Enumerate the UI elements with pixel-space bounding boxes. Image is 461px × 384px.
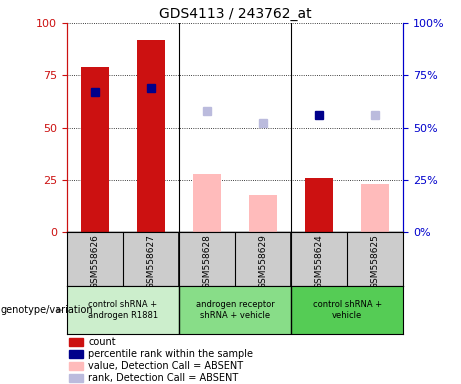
Text: control shRNA +
androgen R1881: control shRNA + androgen R1881 [88,300,158,320]
Bar [69,338,83,346]
Text: GSM558629: GSM558629 [259,234,268,289]
Text: GSM558626: GSM558626 [90,234,100,289]
Text: GSM558624: GSM558624 [315,234,324,289]
Bar [193,174,221,232]
Text: GSM558625: GSM558625 [371,234,380,289]
Text: GSM558628: GSM558628 [202,234,212,289]
Bar [69,374,83,382]
Bar [361,184,390,232]
Text: rank, Detection Call = ABSENT: rank, Detection Call = ABSENT [89,373,239,383]
Title: GDS4113 / 243762_at: GDS4113 / 243762_at [159,7,312,21]
Bar [67,286,179,334]
Bar [69,362,83,370]
Bar [179,286,291,334]
Text: percentile rank within the sample: percentile rank within the sample [89,349,254,359]
Bar [81,67,109,232]
Text: count: count [89,337,116,347]
Text: androgen receptor
shRNA + vehicle: androgen receptor shRNA + vehicle [196,300,274,320]
Text: genotype/variation: genotype/variation [1,305,94,315]
Bar [137,40,165,232]
Text: control shRNA +
vehicle: control shRNA + vehicle [313,300,382,320]
Bar [69,350,83,358]
Bar [249,195,277,232]
Bar [305,178,333,232]
Bar [291,286,403,334]
Text: value, Detection Call = ABSENT: value, Detection Call = ABSENT [89,361,243,371]
Text: GSM558627: GSM558627 [147,234,155,289]
